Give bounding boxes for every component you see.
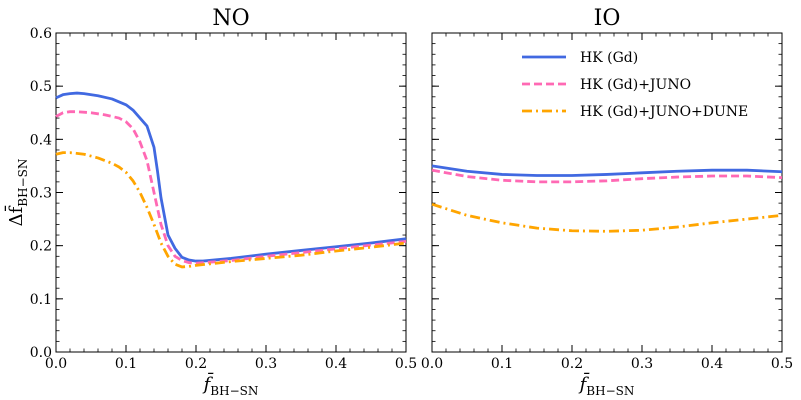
legend-label-2: HK (Gd)+JUNO	[580, 77, 691, 93]
x-tick-label: 0.0	[45, 356, 67, 372]
x-axis-label-subscript: BH−SN	[210, 384, 258, 398]
y-tick-label: 0.2	[30, 239, 52, 255]
series-line-2	[55, 110, 407, 265]
series-line-1	[55, 91, 407, 263]
x-tick-label: 0.1	[115, 356, 137, 372]
x-tick-label: 0.4	[701, 356, 723, 372]
y-tick-label: 0.5	[30, 79, 52, 95]
x-tick-label: 0.3	[631, 356, 653, 372]
panel-title-io: IO	[594, 6, 621, 31]
y-tick-label: 0.3	[30, 186, 52, 202]
y-ticks-no: 0.0 0.1 0.2 0.3 0.4 0.5 0.6	[30, 26, 406, 361]
series-line-3	[55, 151, 407, 269]
x-axis-label-subscript: BH−SN	[586, 384, 634, 398]
legend-label-1: HK (Gd)	[580, 50, 638, 66]
panel-io: 0.0 0.1 0.2 0.3 0.4 0.5 IO f̄BH−SN HK (Gd)HK …	[421, 6, 793, 398]
legend-label-3: HK (Gd)+JUNO+DUNE	[580, 104, 748, 120]
x-tick-label: 0.5	[395, 356, 417, 372]
y-axis-label-main: Δf̄	[3, 205, 27, 226]
x-tick-label: 0.3	[255, 356, 277, 372]
y-tick-label: 0.6	[30, 26, 52, 42]
series-group-io	[431, 164, 783, 233]
x-axis-label-io: f̄BH−SN	[578, 371, 635, 398]
y-axis-label-no: Δf̄BH−SN	[3, 159, 30, 227]
x-ticks-io: 0.0 0.1 0.2 0.3 0.4 0.5	[421, 33, 793, 372]
series-line-3	[431, 202, 783, 233]
y-tick-label: 0.1	[30, 292, 52, 308]
series-line-2	[431, 168, 783, 184]
x-tick-label: 0.5	[771, 356, 793, 372]
x-tick-label: 0.2	[561, 356, 583, 372]
y-axis-label-subscript: BH−SN	[16, 159, 30, 207]
y-tick-label: 0.0	[30, 345, 52, 361]
legend: HK (Gd) HK (Gd)+JUNO HK (Gd)+JUNO+DUNE	[522, 50, 748, 120]
x-tick-label: 0.4	[325, 356, 347, 372]
series-line-1	[431, 164, 783, 177]
panel-title-no: NO	[212, 6, 249, 31]
x-tick-label: 0.0	[421, 356, 443, 372]
x-tick-label: 0.2	[185, 356, 207, 372]
x-ticks-no: 0.0 0.1 0.2 0.3 0.4 0.5	[45, 33, 417, 372]
y-tick-label: 0.4	[30, 132, 52, 148]
panel-no: 0.0 0.1 0.2 0.3 0.4 0.5 0.6 0.0 0.1 0.2 0.3 0.4 0.5…	[3, 6, 417, 398]
x-tick-label: 0.1	[491, 356, 513, 372]
series-group-no	[55, 91, 407, 269]
